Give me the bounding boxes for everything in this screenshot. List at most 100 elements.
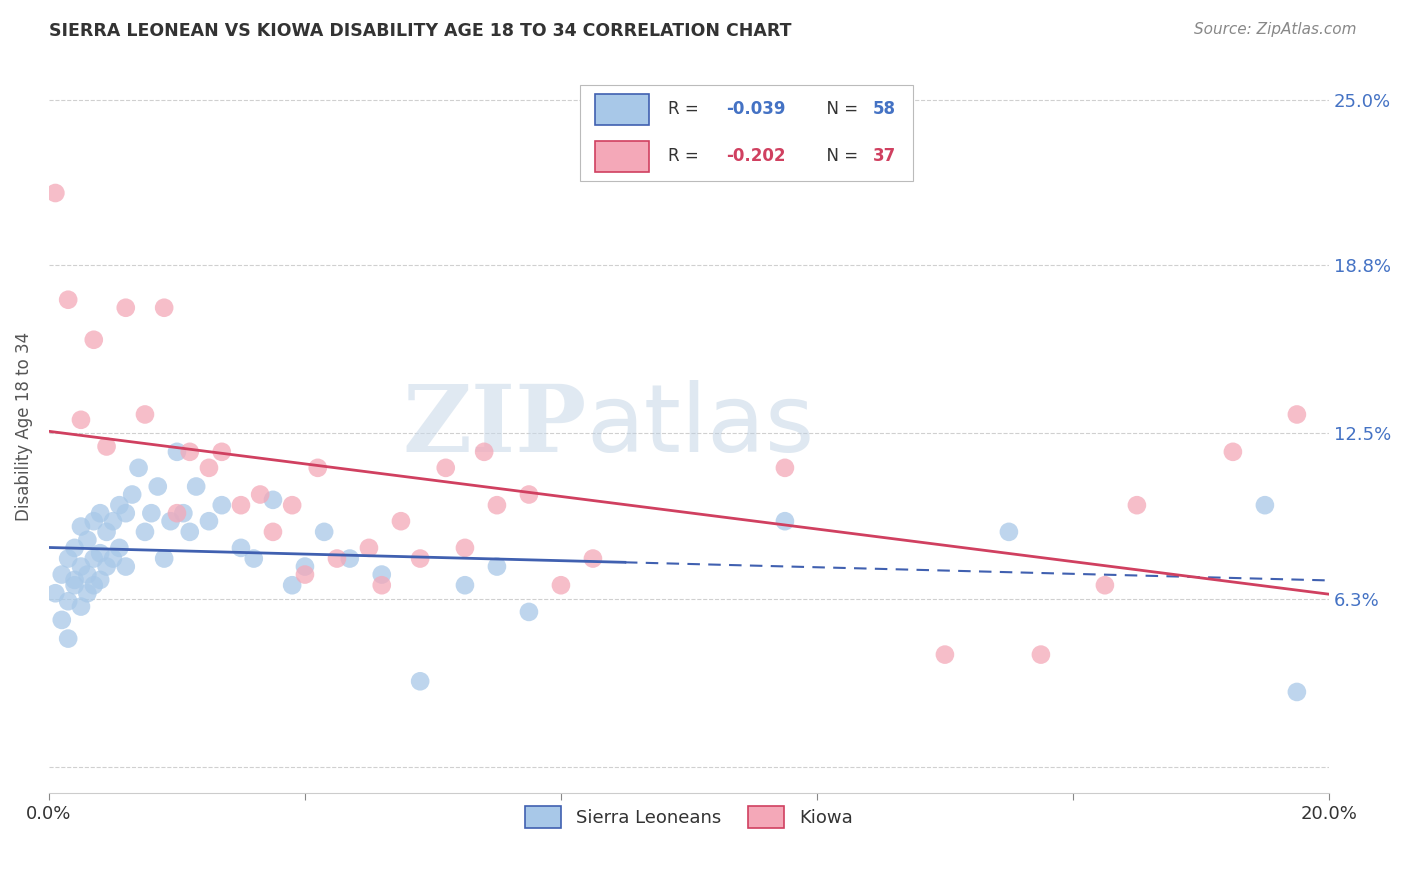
Point — [146, 479, 169, 493]
Y-axis label: Disability Age 18 to 34: Disability Age 18 to 34 — [15, 332, 32, 521]
Point — [242, 551, 264, 566]
Point — [1222, 445, 1244, 459]
Point — [517, 487, 540, 501]
Point — [83, 333, 105, 347]
Point — [141, 506, 163, 520]
Point — [339, 551, 361, 566]
Point — [89, 546, 111, 560]
Text: SIERRA LEONEAN VS KIOWA DISABILITY AGE 18 TO 34 CORRELATION CHART: SIERRA LEONEAN VS KIOWA DISABILITY AGE 1… — [49, 22, 792, 40]
Point — [998, 524, 1021, 539]
Point — [153, 551, 176, 566]
Point — [166, 445, 188, 459]
Point — [314, 524, 336, 539]
Point — [63, 541, 86, 555]
Point — [121, 487, 143, 501]
Point — [101, 514, 124, 528]
Point — [63, 578, 86, 592]
Point — [128, 460, 150, 475]
Point — [550, 578, 572, 592]
Point — [249, 487, 271, 501]
Point — [114, 506, 136, 520]
Point — [56, 594, 79, 608]
Point — [229, 498, 252, 512]
Point — [186, 479, 208, 493]
Point — [63, 573, 86, 587]
Point — [773, 514, 796, 528]
Point — [326, 551, 349, 566]
Point — [89, 506, 111, 520]
Point — [371, 578, 394, 592]
Point — [281, 498, 304, 512]
Point — [56, 293, 79, 307]
Point — [485, 498, 508, 512]
Point — [56, 632, 79, 646]
Point — [357, 541, 380, 555]
Point — [166, 506, 188, 520]
Point — [51, 567, 73, 582]
Point — [70, 413, 93, 427]
Point — [51, 613, 73, 627]
Point — [76, 533, 98, 547]
Point — [371, 567, 394, 582]
Point — [44, 186, 66, 200]
Point — [307, 460, 329, 475]
Point — [56, 551, 79, 566]
Point — [83, 551, 105, 566]
Point — [70, 559, 93, 574]
Point — [96, 559, 118, 574]
Text: atlas: atlas — [586, 381, 815, 473]
Point — [134, 408, 156, 422]
Point — [179, 524, 201, 539]
Point — [517, 605, 540, 619]
Point — [198, 460, 221, 475]
Point — [83, 514, 105, 528]
Text: -0.202: -0.202 — [725, 147, 786, 165]
Point — [114, 301, 136, 315]
Text: R =: R = — [668, 101, 704, 119]
Text: -0.039: -0.039 — [725, 101, 786, 119]
Text: R =: R = — [668, 147, 704, 165]
FancyBboxPatch shape — [596, 141, 650, 172]
Point — [1285, 685, 1308, 699]
Point — [1285, 408, 1308, 422]
Point — [409, 674, 432, 689]
Point — [485, 559, 508, 574]
Point — [1254, 498, 1277, 512]
Point — [211, 445, 233, 459]
Point — [211, 498, 233, 512]
Point — [294, 559, 316, 574]
Point — [1094, 578, 1116, 592]
Point — [1126, 498, 1149, 512]
Point — [934, 648, 956, 662]
Point — [153, 301, 176, 315]
Point — [454, 578, 477, 592]
Point — [262, 524, 284, 539]
Point — [582, 551, 605, 566]
Point — [44, 586, 66, 600]
Text: Source: ZipAtlas.com: Source: ZipAtlas.com — [1194, 22, 1357, 37]
Legend: Sierra Leoneans, Kiowa: Sierra Leoneans, Kiowa — [519, 799, 859, 836]
Point — [434, 460, 457, 475]
Point — [262, 492, 284, 507]
Point — [172, 506, 194, 520]
FancyBboxPatch shape — [596, 94, 650, 125]
Point — [76, 567, 98, 582]
Point — [773, 460, 796, 475]
Text: 58: 58 — [873, 101, 896, 119]
Text: N =: N = — [815, 147, 863, 165]
Point — [114, 559, 136, 574]
Point — [108, 498, 131, 512]
Point — [134, 524, 156, 539]
Point — [229, 541, 252, 555]
Point — [96, 440, 118, 454]
Point — [1029, 648, 1052, 662]
Point — [281, 578, 304, 592]
Point — [70, 599, 93, 614]
Point — [409, 551, 432, 566]
Text: 37: 37 — [873, 147, 897, 165]
FancyBboxPatch shape — [581, 86, 912, 181]
Text: ZIP: ZIP — [402, 382, 586, 472]
Point — [76, 586, 98, 600]
Point — [108, 541, 131, 555]
Point — [101, 551, 124, 566]
